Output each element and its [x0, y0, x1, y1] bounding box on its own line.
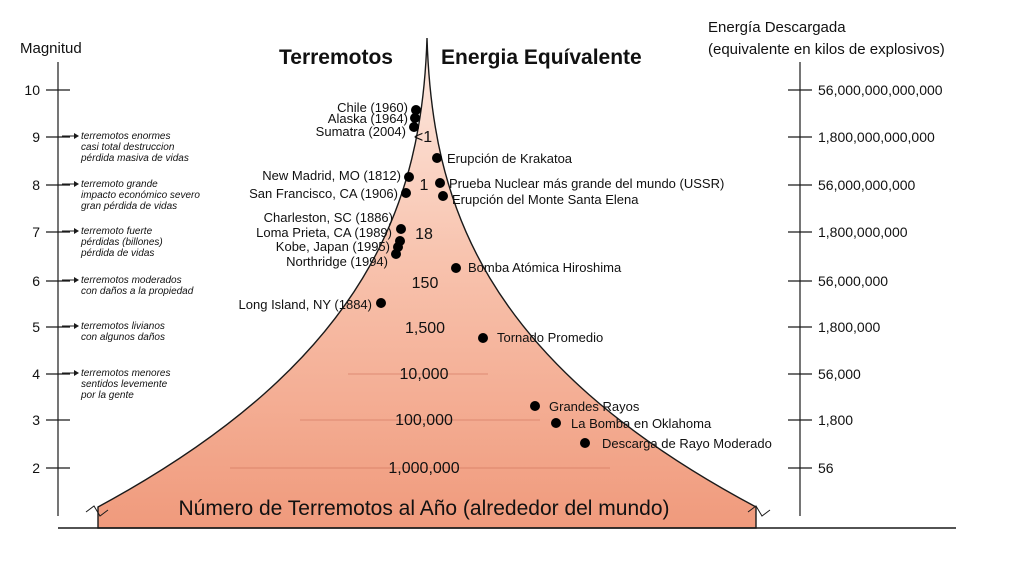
title-right: Energia Equívalente [441, 46, 642, 69]
earthquake-label: Loma Prieta, CA (1989) [256, 225, 392, 240]
magnitude-label: 3 [32, 412, 40, 428]
description-arrowhead [74, 181, 79, 187]
energy-label: 1,800,000,000 [818, 224, 908, 240]
magnitude-description: con algunos daños [81, 332, 165, 343]
energy-event-label: La Bomba en Oklahoma [571, 416, 712, 431]
earthquake-label: Kobe, Japan (1995) [276, 239, 390, 254]
break-mark-right [747, 505, 771, 517]
axis-ticks: 10 9 8 7 6 5 4 3 2 56,000,000,000,000 1,800,000,00… [24, 82, 942, 476]
energy-label: 1,800 [818, 412, 853, 428]
energy-label: 1,800,000 [818, 319, 880, 335]
annual-count: 150 [412, 275, 439, 292]
energy-label: 1,800,000,000,000 [818, 129, 935, 145]
energy-event-marker [580, 438, 590, 448]
annual-count: 10,000 [400, 366, 449, 383]
magnitude-description: terremotos enormes [81, 131, 170, 142]
earthquake-marker [396, 224, 406, 234]
energy-event-marker [551, 418, 561, 428]
energy-event-marker [438, 191, 448, 201]
magnitude-description: terremotos moderados [81, 275, 182, 286]
energy-event-label: Tornado Promedio [497, 330, 603, 345]
energy-event-marker [432, 153, 442, 163]
earthquake-label: Long Island, NY (1884) [239, 297, 372, 312]
magnitude-description: terremotos livianos [81, 321, 165, 332]
title-left: Terremotos [279, 46, 393, 69]
earthquake-marker [401, 188, 411, 198]
magnitude-description: terremoto grande [81, 179, 158, 190]
magnitude-description: gran pérdida de vidas [81, 201, 177, 212]
energy-label: 56,000 [818, 366, 861, 382]
earthquake-label: Northridge (1994) [286, 254, 388, 269]
magnitude-description: con daños a la propiedad [81, 286, 194, 297]
left-axis-label: Magnitud [20, 40, 82, 57]
earthquake-label: New Madrid, MO (1812) [262, 168, 401, 183]
earthquake-marker [409, 122, 419, 132]
magnitude-label: 9 [32, 129, 40, 145]
magnitude-label: 7 [32, 224, 40, 240]
energy-event-label: Prueba Nuclear más grande del mundo (USS… [449, 176, 724, 191]
description-arrowhead [74, 277, 79, 283]
annual-count: <1 [414, 129, 432, 146]
description-arrowhead [74, 323, 79, 329]
funnel-guides [230, 373, 610, 469]
earthquake-marker [404, 172, 414, 182]
earthquake-label: Charleston, SC (1886) [264, 210, 393, 225]
description-arrowhead [74, 228, 79, 234]
energy-label: 56 [818, 460, 834, 476]
earthquake-label: Alaska (1964) [328, 111, 408, 126]
earthquake-label: Chile (1960) [337, 100, 408, 115]
magnitude-description: sentidos levemente [81, 379, 168, 390]
magnitude-description: pérdida masiva de vidas [80, 153, 189, 164]
energy-event-label: Erupción del Monte Santa Elena [452, 192, 639, 207]
energy-event-marker [451, 263, 461, 273]
right-axis-label-line2: (equivalente en kilos de explosivos) [708, 41, 945, 58]
annual-count: 18 [415, 226, 433, 243]
energy-event-marker [478, 333, 488, 343]
earthquake-label: Sumatra (2004) [316, 124, 406, 139]
energy-event-label: Bomba Atómica Hiroshima [468, 260, 622, 275]
magnitude-label: 6 [32, 273, 40, 289]
energy-event-marker [435, 178, 445, 188]
magnitude-description: por la gente [80, 390, 134, 401]
energy-event-label: Grandes Rayos [549, 399, 640, 414]
earthquake-marker [411, 105, 421, 115]
funnel-footer-label: Número de Terremotos al Año (alrededor d… [178, 497, 669, 520]
magnitude-description: casi total destruccion [81, 142, 175, 153]
magnitude-label: 2 [32, 460, 40, 476]
magnitude-description: terremoto fuerte [81, 226, 153, 237]
earthquake-marker [410, 113, 420, 123]
description-arrowhead [74, 370, 79, 376]
energy-label: 56,000,000,000,000 [818, 82, 943, 98]
magnitude-description: pérdida de vidas [80, 248, 154, 259]
break-mark-left [85, 505, 109, 517]
energy-event-label: Descarga de Rayo Moderado [602, 436, 772, 451]
annual-counts: <1 1 18 150 1,500 10,000 100,000 1,000,000 [388, 129, 459, 477]
event-markers: Chile (1960)Alaska (1964)Sumatra (2004) N… [239, 100, 772, 451]
description-arrowhead [74, 133, 79, 139]
magnitude-label: 4 [32, 366, 40, 382]
magnitude-description: pérdidas (billones) [80, 237, 163, 248]
energy-label: 56,000,000,000 [818, 177, 916, 193]
right-axis-label-line1: Energía Descargada [708, 19, 846, 36]
energy-event-label: Erupción de Krakatoa [447, 151, 573, 166]
magnitude-label: 8 [32, 177, 40, 193]
annual-count: 1,500 [405, 320, 445, 337]
magnitude-label: 5 [32, 319, 40, 335]
earthquake-label: San Francisco, CA (1906) [249, 186, 398, 201]
energy-label: 56,000,000 [818, 273, 888, 289]
earthquake-marker [391, 249, 401, 259]
magnitude-label: 10 [24, 82, 40, 98]
magnitude-description: terremotos menores [81, 368, 170, 379]
annual-count: 1,000,000 [388, 460, 459, 477]
magnitude-description: impacto económico severo [81, 190, 200, 201]
energy-event-marker [530, 401, 540, 411]
earthquake-marker [376, 298, 386, 308]
annual-count: 1 [420, 177, 429, 194]
annual-count: 100,000 [395, 412, 453, 429]
